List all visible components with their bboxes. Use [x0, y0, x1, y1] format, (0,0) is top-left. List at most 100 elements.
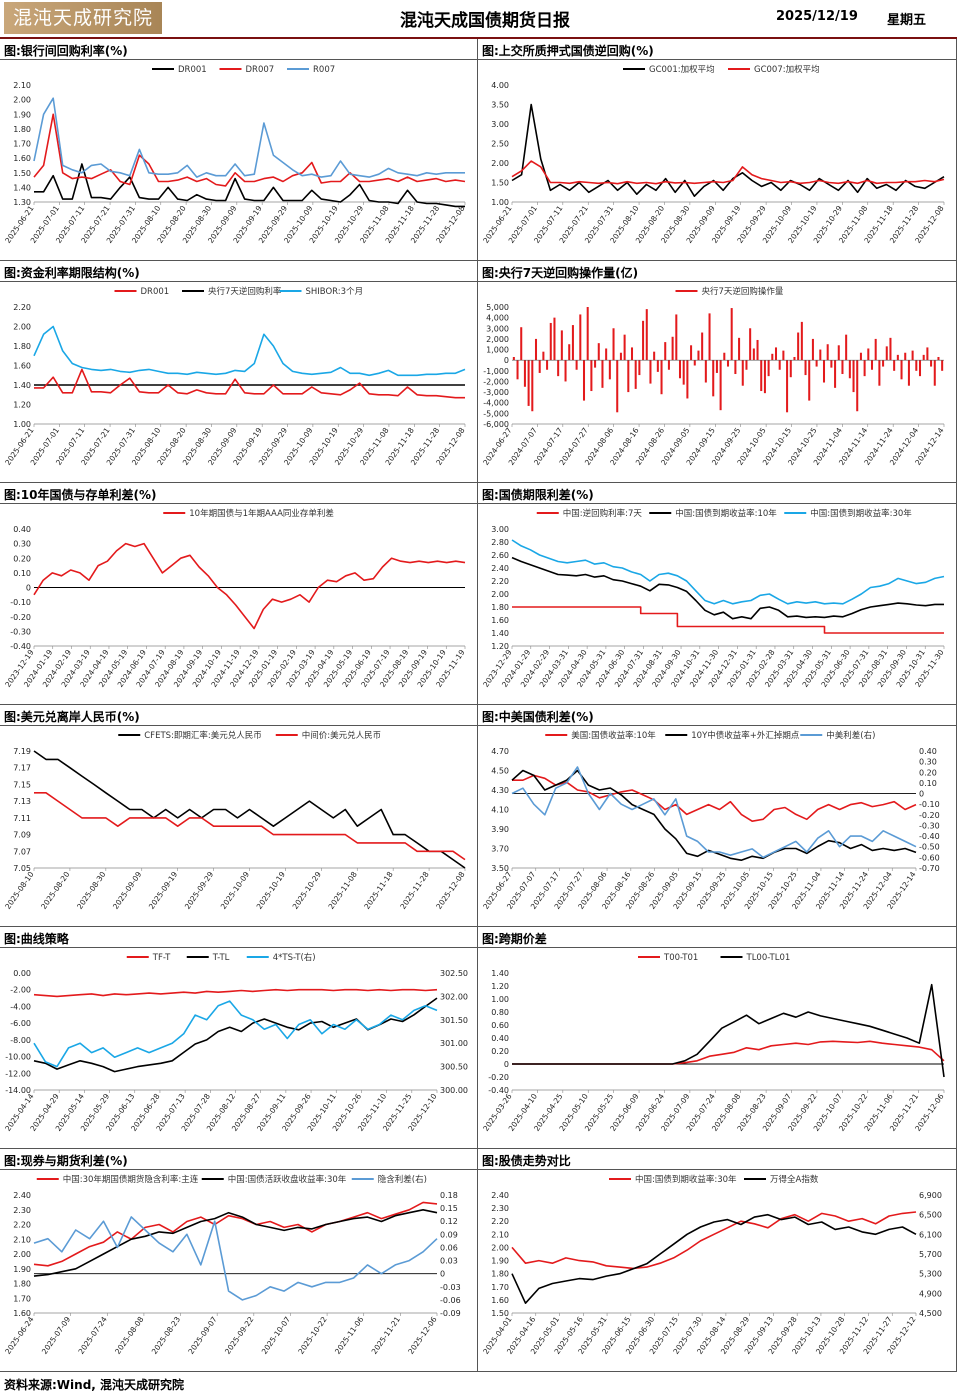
bar	[538, 360, 541, 373]
chart-panel-bond-cd-spread: 图:10年国债与存单利差(%) 10年期国债与1年期AAA同业存单利差 -0.40…	[0, 483, 478, 705]
bar	[826, 344, 829, 361]
y-right-tick-label: -0.03	[440, 1283, 461, 1292]
y-tick-label: 1.50	[491, 179, 509, 188]
y-right-tick-label: -0.09	[440, 1309, 461, 1318]
bar	[715, 360, 718, 373]
bar	[697, 350, 700, 361]
x-tick-label: 2025-10-09	[219, 870, 252, 911]
bar	[760, 360, 763, 392]
report-date: 2025/12/19	[776, 9, 858, 24]
legend-label: 央行7天逆回购利率	[208, 286, 282, 297]
y-tick-label: 1.80	[13, 1280, 31, 1289]
brand-logo: 混沌天成研究院	[4, 2, 162, 34]
y-tick-label: -6.00	[10, 1019, 31, 1028]
bar	[553, 317, 556, 361]
series-line	[511, 556, 944, 620]
panel-title-bar	[0, 483, 477, 504]
legend-label: SHIBOR:3个月	[306, 287, 364, 297]
y-tick-label: 2.40	[13, 1191, 31, 1200]
series-line	[33, 325, 466, 377]
chart-cn-us-spread: 美国:国债收益率:10年 10Y中债收益率+外汇掉期点 中美利差(右) 3.50 3.7…	[481, 730, 940, 911]
series-line	[33, 97, 465, 178]
x-tick-label: 2025-12-08	[434, 870, 467, 911]
y-tick-label: 7.05	[13, 864, 31, 873]
chart-panel-stock-bond: 图:股债走势对比 中国:国债到期收益率:30年 万得全A指数 1.50 1.60 1.7…	[478, 1149, 957, 1372]
y-right-tick-label: 300.00	[440, 1086, 468, 1095]
series-line	[512, 774, 917, 822]
legend-item: TL00-TL01	[720, 953, 790, 963]
y-tick-label: 0.40	[491, 1034, 509, 1043]
y-tick-label: 1,000	[486, 346, 509, 355]
bar	[782, 350, 785, 361]
x-tick-label: 2025-11-28	[398, 870, 431, 911]
y-tick-label: -2.00	[10, 986, 31, 995]
panel-title: 图:股债走势对比	[482, 1154, 571, 1168]
legend-label: TF-T	[152, 953, 171, 963]
series-line	[34, 368, 465, 399]
y-right-tick-label: 0	[919, 790, 924, 799]
legend-label: 中国:国债到期收益率:10年	[675, 508, 777, 519]
chart-panel-sse-repo: 图:上交所质押式国债逆回购(%) GC001:加权平均 GC007:加权平均 1.0…	[478, 39, 957, 261]
y-tick-label: 2.40	[491, 1191, 509, 1200]
y-right-tick-label: 302.00	[440, 992, 468, 1001]
y-tick-label: 0	[504, 1060, 509, 1069]
series-line	[512, 983, 945, 1078]
bar	[623, 334, 626, 361]
x-tick-label: 2025-08-30	[75, 870, 108, 911]
bar	[564, 360, 567, 382]
bar	[686, 360, 689, 399]
series-line	[34, 163, 465, 208]
legend-label: 中国:逆回购利率:7天	[563, 508, 643, 519]
y-tick-label: 1.20	[491, 982, 509, 991]
bar	[664, 342, 667, 361]
y-tick-label: -4.00	[10, 1002, 31, 1011]
bar	[557, 360, 560, 377]
panel-title-bar	[478, 927, 956, 948]
bar	[531, 360, 534, 412]
y-tick-label: 1.80	[491, 1270, 509, 1279]
bar	[678, 360, 682, 379]
y-tick-label: -0.20	[10, 613, 31, 622]
y-tick-label: -0.20	[488, 1073, 509, 1082]
legend-label: 美国:国债收益率:10年	[571, 730, 656, 741]
bar	[774, 347, 778, 361]
y-right-tick-label: 0.09	[440, 1230, 458, 1239]
legend-item: 中间价:美元兑人民币	[275, 730, 381, 741]
bar	[546, 360, 549, 370]
y-tick-label: 2.00	[491, 1243, 509, 1252]
y-right-tick-label: 4,500	[919, 1309, 942, 1318]
bar	[586, 307, 589, 361]
bar	[645, 309, 648, 361]
bar	[549, 322, 552, 361]
y-tick-label: 1.60	[13, 154, 31, 163]
y-right-tick-label: -0.10	[919, 800, 940, 809]
legend-item: 中美利差(右)	[800, 730, 875, 741]
y-tick-label: 1.30	[13, 198, 31, 207]
legend-item: 中国:30年期国债期货隐含利率:主连	[36, 1174, 199, 1185]
series-line	[511, 103, 945, 197]
legend-label: T-TL	[212, 953, 230, 963]
y-tick-label: 4.50	[491, 767, 509, 776]
y-right-tick-label: 0.40	[919, 747, 937, 756]
y-right-tick-label: 6,100	[919, 1230, 942, 1239]
legend-item: R007	[287, 65, 335, 75]
bar	[642, 320, 645, 361]
y-tick-label: 7.07	[13, 847, 31, 856]
bar	[907, 360, 910, 386]
legend-item: 美国:国债收益率:10年	[545, 730, 656, 741]
y-right-tick-label: 0.06	[440, 1243, 458, 1252]
bar	[815, 360, 818, 367]
y-tick-label: 2.30	[13, 1206, 31, 1215]
y-tick-label: 1.60	[13, 362, 31, 371]
y-tick-label: 4.70	[491, 747, 509, 756]
y-tick-label: 1.20	[13, 401, 31, 410]
x-tick-label: 2025-08-10	[3, 870, 36, 911]
report-header: 混沌天成研究院 混沌天成国债期货日报 2025/12/19 星期五	[0, 0, 957, 39]
chart-panel-repo-rates: 图:银行间回购利率(%) DR001 DR007 R007 1.30 1.40 1.50 1…	[0, 39, 478, 261]
legend-label: 中国:国债到期收益率:30年	[635, 1174, 737, 1185]
y-tick-label: -14.00	[5, 1086, 31, 1095]
chart-pboc-ops: 央行7天逆回购操作量 -6,000 -5,000-4,000 -3,000 -2,000…	[481, 286, 946, 467]
bar	[904, 352, 907, 361]
y-tick-label: 2.20	[13, 303, 31, 312]
y-right-tick-label: -0.06	[440, 1296, 461, 1305]
